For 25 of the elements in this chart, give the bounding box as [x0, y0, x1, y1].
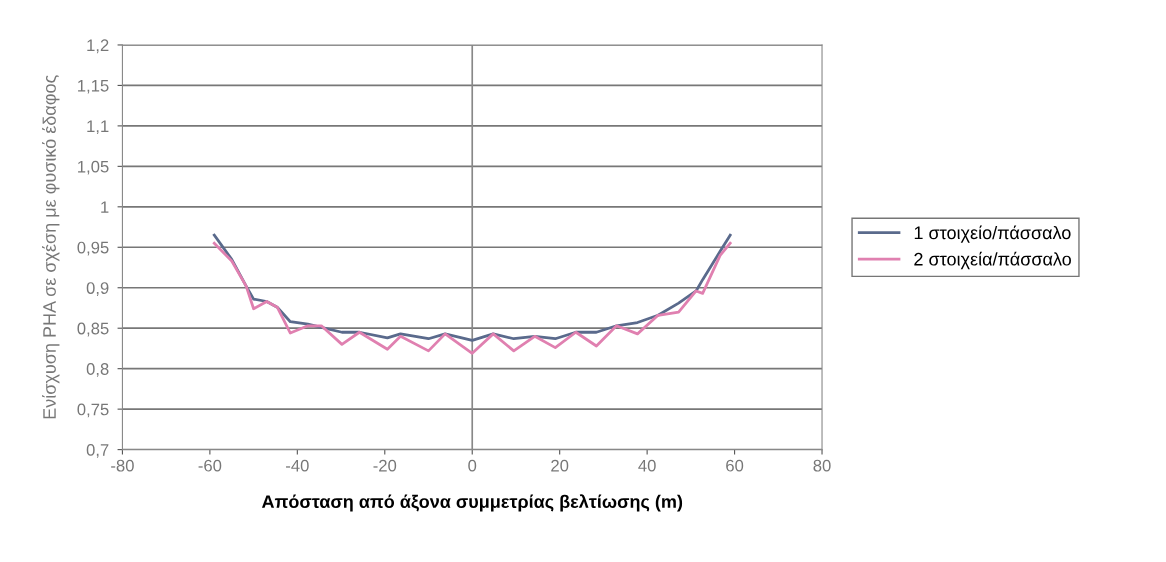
x-tick-label: 0 — [468, 459, 477, 472]
y-tick-label: 0,95 — [77, 241, 109, 256]
y-axis-title: Ενίσχυση PHA σε σχέση με φυσικό έδαφος — [42, 75, 60, 419]
y-tick-label: 1,2 — [87, 39, 109, 54]
y-tick-label: 1,15 — [78, 80, 109, 94]
x-tick-label: -20 — [373, 459, 397, 472]
x-axis-title: Απόσταση από άξονα συμμετρίας βελτίωσης (m) — [261, 494, 683, 512]
x-tick-label: 80 — [813, 459, 831, 472]
legend-label: 2 στοιχεία/πάσσαλο — [914, 251, 1071, 270]
y-tick-label: 0,7 — [86, 444, 109, 458]
x-tick-label: 60 — [726, 459, 744, 472]
y-tick-label: 0,75 — [77, 403, 109, 418]
x-tick-label: -80 — [111, 459, 134, 472]
x-tick-label: -60 — [198, 459, 222, 472]
y-tick-label: 0,85 — [77, 322, 109, 337]
y-tick-label: 0,8 — [86, 363, 109, 377]
x-tick-label: -40 — [286, 459, 309, 472]
legend-label: 1 στοιχείο/πάσσαλο — [914, 225, 1071, 243]
y-tick-label: 1,05 — [78, 160, 109, 175]
y-tick-label: 0,9 — [86, 282, 109, 296]
x-tick-label: 20 — [551, 459, 569, 472]
line-series — [212, 241, 732, 355]
x-tick-label: 40 — [638, 459, 656, 472]
y-tick-label: 1 — [101, 201, 109, 213]
y-tick-label: 1,1 — [87, 120, 109, 135]
